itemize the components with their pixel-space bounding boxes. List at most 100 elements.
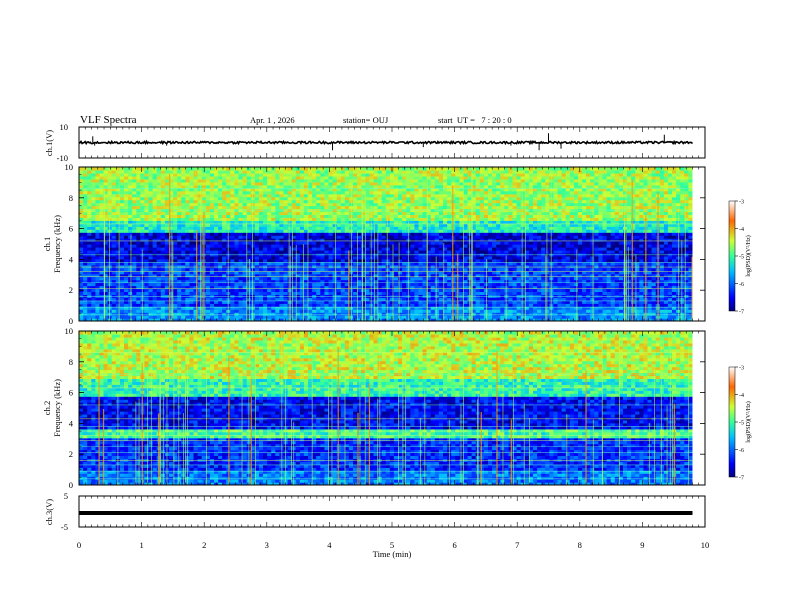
spectrogram-cell: [320, 244, 325, 248]
spectrogram-cell: [557, 244, 563, 248]
spectrogram-cell: [197, 273, 203, 278]
spectrogram-cell: [500, 303, 505, 307]
spectrogram-cell: [173, 264, 178, 269]
spectrogram-cell: [160, 285, 166, 290]
spectrogram-cell: [99, 309, 105, 313]
spectrogram-cell: [103, 306, 109, 310]
spectrogram-cell: [369, 279, 375, 284]
spectrogram-cell: [189, 303, 195, 307]
spectrogram-cell: [103, 303, 109, 307]
spectrogram-cell: [164, 235, 170, 239]
spectrogram-cell: [565, 255, 571, 260]
spectrogram-cell: [606, 270, 612, 275]
spectrogram-cell: [128, 220, 133, 224]
spectrogram-cell: [275, 318, 280, 321]
spectrogram-cell: [492, 258, 497, 263]
spectrogram-cell: [614, 235, 620, 239]
spectrogram-cell: [124, 235, 129, 239]
spectrogram-cell: [156, 258, 162, 263]
spectrogram-cell: [115, 306, 121, 310]
spectrogram-cell: [283, 279, 289, 284]
spectrogram-cell: [586, 309, 591, 313]
spectrogram-cell: [177, 232, 182, 236]
spectrogram-cell: [471, 261, 477, 266]
spectrogram-cell: [488, 291, 493, 295]
spectrogram-cell: [680, 279, 685, 284]
spectrogram-cell: [537, 223, 542, 227]
spectrogram-cell: [291, 312, 297, 316]
spectrogram-cell: [443, 226, 448, 230]
spectrogram-cell: [271, 300, 276, 304]
spectrogram-cell: [336, 247, 342, 251]
spectrogram-cell: [279, 309, 285, 313]
spectrogram-cell: [541, 285, 546, 290]
spectrogram-cell: [361, 297, 366, 301]
spectrogram-cell: [631, 255, 636, 260]
spectrogram-cell: [132, 291, 137, 295]
spectrogram-cell: [541, 270, 546, 275]
spectrogram-cell: [115, 238, 121, 242]
spectrogram-cell: [234, 282, 240, 287]
spectrogram-cell: [340, 247, 346, 251]
spectrogram-cell: [504, 315, 509, 319]
spectrogram-cell: [463, 267, 469, 272]
spectrogram-cell: [647, 264, 653, 269]
spectrogram-cell: [299, 232, 305, 236]
spectrogram-cell: [328, 315, 334, 319]
spectrogram-cell: [418, 315, 424, 319]
spectrogram-cell: [377, 297, 383, 301]
spectrogram-cell: [140, 273, 145, 278]
spectrogram-cell: [508, 255, 514, 260]
spectrogram-cell: [238, 249, 244, 254]
spectrogram-cell: [688, 303, 694, 307]
spectrogram-cell: [271, 309, 276, 313]
spectrogram-cell: [508, 297, 514, 301]
spectrogram-cell: [533, 247, 538, 251]
spectrogram-cell: [124, 255, 129, 260]
spectrogram-cell: [291, 258, 297, 263]
spectrogram-cell: [283, 264, 289, 269]
spectrogram-cell: [193, 318, 199, 321]
spectrogram-cell: [336, 291, 342, 295]
spectrogram-cell: [610, 291, 616, 295]
spectrogram-cell: [443, 297, 448, 301]
spectrogram-cell: [549, 267, 554, 272]
spectrogram-cell: [467, 244, 473, 248]
spectrogram-cell: [263, 312, 268, 316]
spectrogram-cell: [164, 282, 170, 287]
spectrogram-cell: [246, 223, 252, 227]
spectrogram-cell: [222, 235, 227, 239]
spectrogram-cell: [263, 247, 268, 251]
spectrogram-cell: [635, 300, 640, 304]
spectrogram-cell: [136, 288, 141, 292]
spectrogram-cell: [91, 312, 96, 316]
spectrogram-cell: [471, 285, 477, 290]
spectrogram-cell: [381, 255, 387, 260]
spectrogram-cell: [663, 306, 669, 310]
spectrogram-cell: [553, 300, 559, 304]
spectrogram-cell: [524, 267, 530, 272]
spectrogram-cell: [95, 288, 101, 292]
spectrogram-cell: [602, 288, 608, 292]
spectrogram-cell: [569, 255, 575, 260]
spectrogram-cell: [226, 247, 231, 251]
spectrogram-cell: [177, 238, 182, 242]
spectrogram-cell: [569, 232, 575, 236]
spectrogram-cell: [271, 288, 276, 292]
spectrogram-cell: [647, 297, 653, 301]
spectrogram-cell: [283, 273, 289, 278]
spectrogram-cell: [320, 223, 325, 227]
spectrogram-cell: [83, 238, 88, 242]
spectrogram-cell: [475, 223, 481, 227]
spectrogram-cell: [91, 288, 96, 292]
spectrogram-cell: [438, 273, 444, 278]
spectrogram-cell: [594, 232, 599, 236]
spectrogram-cell: [455, 241, 460, 245]
spectrogram-cell: [488, 315, 493, 319]
spectrogram-cell: [430, 270, 436, 275]
spectrogram-cell: [524, 306, 530, 310]
spectrogram-cell: [275, 300, 280, 304]
spectrogram-cell: [353, 261, 358, 266]
spectrogram-cell: [193, 235, 199, 239]
spectrogram-cell: [528, 270, 534, 275]
